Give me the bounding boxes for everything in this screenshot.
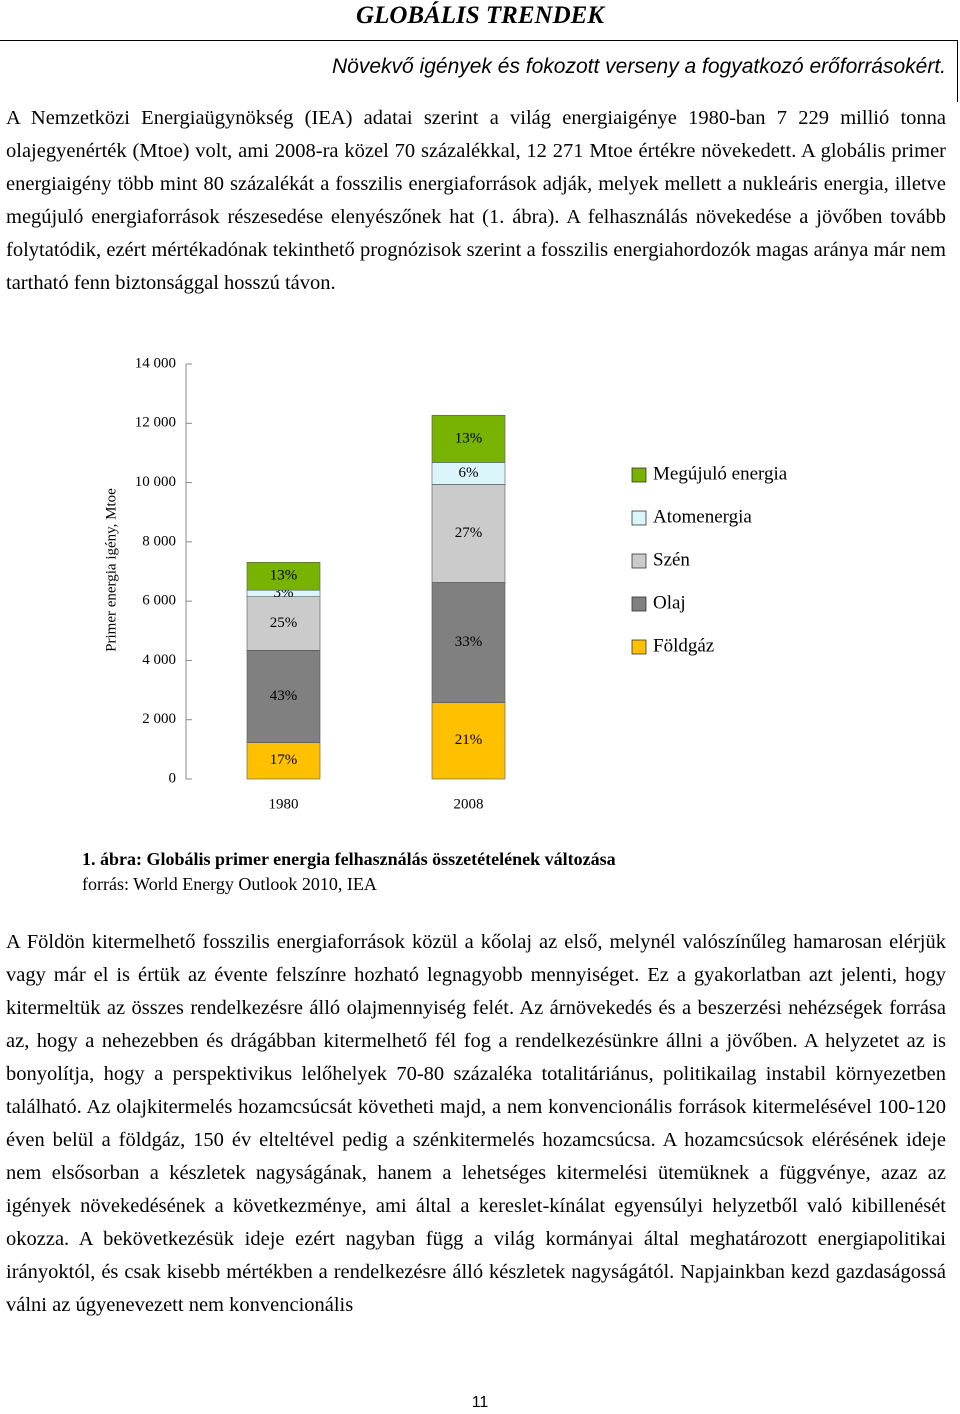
legend-swatch (631, 510, 647, 526)
section-subtitle: Növekvő igények és fokozott verseny a fo… (332, 55, 946, 78)
header-rule (0, 40, 958, 41)
y-tick-label: 10 000 (135, 474, 176, 490)
data-label: 43% (270, 688, 298, 704)
legend-label: Olaj (653, 592, 686, 613)
figure-source: forrás: World Energy Outlook 2010, IEA (82, 874, 377, 894)
x-tick-label: 1980 (269, 796, 299, 812)
x-tick-label: 2008 (454, 796, 484, 812)
data-label: 17% (270, 752, 298, 768)
bar-segment (431, 484, 506, 583)
legend-swatch (631, 596, 647, 612)
bar-segment (431, 702, 506, 780)
data-label: 6% (459, 465, 479, 481)
bar-segment (431, 414, 506, 463)
y-tick-label: 14 000 (135, 355, 176, 371)
bar-segment (246, 650, 321, 743)
legend-label: Atomenergia (653, 506, 752, 527)
y-tick-label: 4 000 (142, 652, 176, 668)
y-tick-label: 6 000 (142, 593, 176, 609)
y-tick-label: 12 000 (135, 415, 176, 431)
data-label: 33% (455, 634, 483, 650)
data-label: 13% (270, 568, 298, 584)
y-axis-title: Primer energia igény, Mtoe (103, 488, 119, 652)
data-label: 13% (455, 430, 483, 446)
bar-segment (246, 596, 321, 651)
data-label: 27% (455, 525, 483, 541)
page-number: 11 (471, 1394, 489, 1411)
data-label: 25% (270, 615, 298, 631)
paragraph: A Nemzetközi Energiaügynökség (IEA) adat… (6, 107, 946, 294)
data-label: 21% (455, 732, 483, 748)
legend-label: Földgáz (653, 635, 714, 656)
paragraph: A Földön kitermelhető fosszilis energiaf… (6, 931, 946, 1316)
y-tick-label: 2 000 (142, 711, 176, 727)
y-tick-label: 8 000 (142, 533, 176, 549)
figure-caption: 1. ábra: Globális primer energia felhasz… (82, 849, 616, 869)
bar-segment (246, 742, 321, 780)
legend-swatch (631, 553, 647, 569)
legend-swatch (631, 467, 647, 483)
page-title: GLOBÁLIS TRENDEK (356, 2, 604, 29)
legend-label: Megújuló energia (653, 463, 788, 484)
legend-label: Szén (653, 549, 690, 570)
y-tick-label: 0 (169, 770, 177, 786)
header-rule (957, 40, 958, 102)
legend-swatch (631, 639, 647, 655)
bar-segment (246, 562, 321, 591)
chart: Primer energia igény, Mtoe 0 2 000 4 000 6 … (103, 355, 788, 812)
